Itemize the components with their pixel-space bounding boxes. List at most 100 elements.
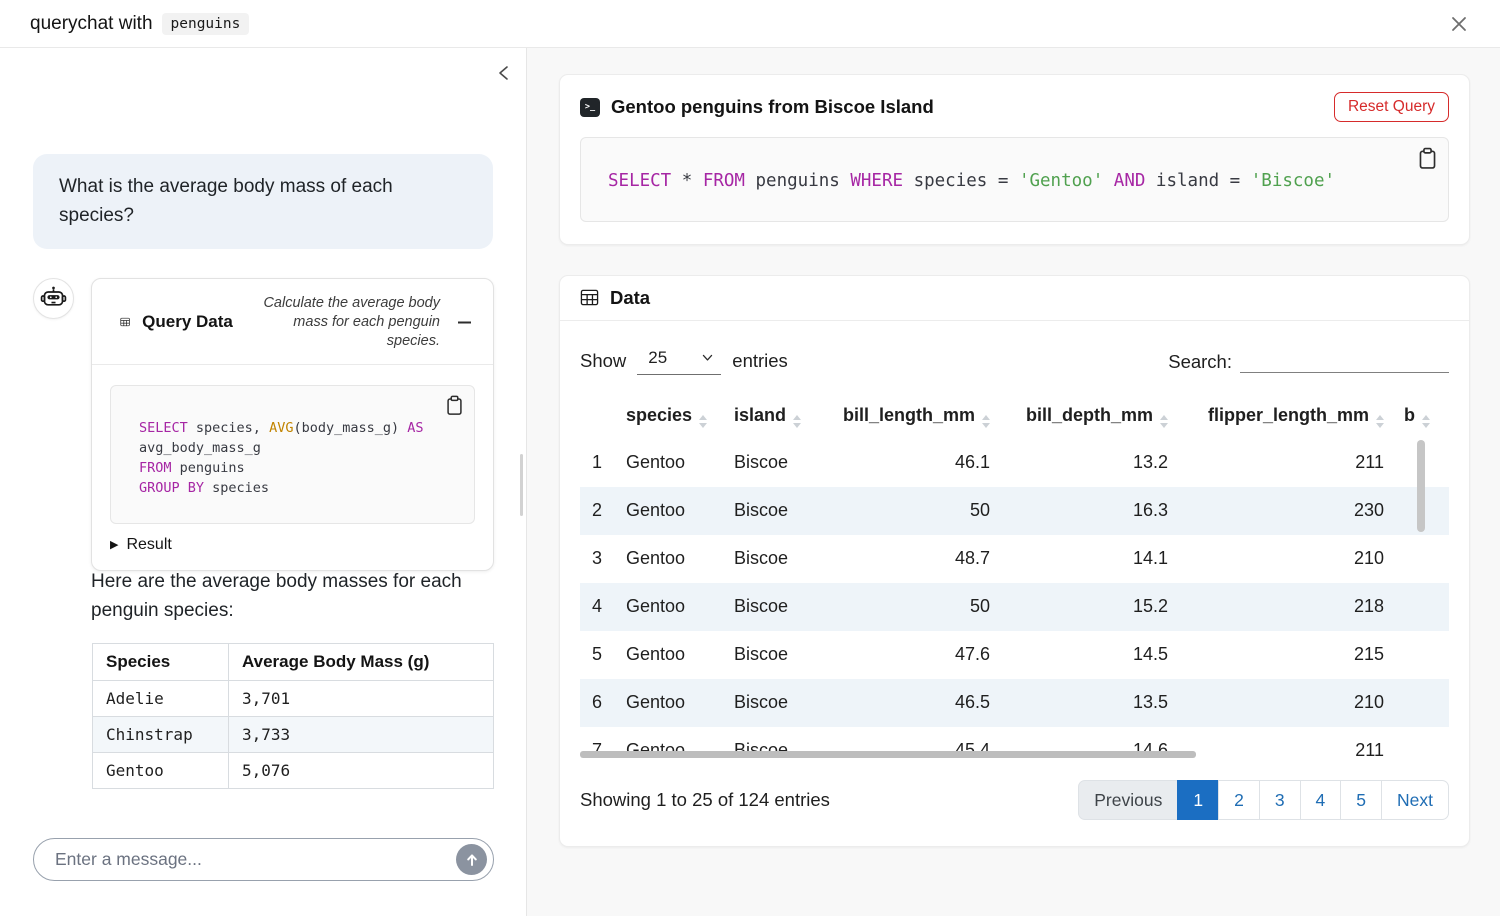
result-label: Result bbox=[126, 535, 172, 553]
sidebar-collapse-icon[interactable] bbox=[494, 62, 514, 84]
tool-card-body: SELECT species, AVG(body_mass_g) AS avg_… bbox=[92, 365, 493, 570]
column-header-bill_depth_mm[interactable]: bill_depth_mm bbox=[1000, 399, 1178, 439]
table-row: 3 Gentoo Biscoe 48.7 14.1 210 bbox=[580, 535, 1449, 583]
data-card: Data Show 25 entries Search: bbox=[559, 274, 1470, 848]
result-cell: 3,733 bbox=[228, 716, 494, 753]
expand-arrow-icon: ▶ bbox=[110, 539, 119, 552]
column-header-flipper_length_mm[interactable]: flipper_length_mm bbox=[1178, 399, 1394, 439]
pagination-page-3[interactable]: 3 bbox=[1258, 779, 1301, 821]
column-header-bill_length_mm[interactable]: bill_length_mm bbox=[824, 399, 1000, 439]
pagination-page-5[interactable]: 5 bbox=[1340, 779, 1383, 821]
table-cell: 50 bbox=[969, 596, 990, 616]
sort-icon[interactable] bbox=[793, 415, 802, 428]
column-header-species[interactable]: species bbox=[616, 399, 724, 439]
result-cell: Adelie bbox=[92, 680, 229, 717]
page-size-value: 25 bbox=[648, 347, 668, 367]
sql-code: SELECT * FROM penguins WHERE species = '… bbox=[608, 171, 1336, 191]
table-cell: 46.1 bbox=[954, 452, 990, 472]
result-row: Gentoo 5,076 bbox=[92, 752, 494, 789]
assistant-message: Query Data Calculate the average body ma… bbox=[33, 278, 494, 571]
table-cell: 46.5 bbox=[954, 692, 990, 712]
current-query-card: >_ Gentoo penguins from Biscoe Island Re… bbox=[559, 74, 1470, 245]
table-footer: Showing 1 to 25 of 124 entries Previous 1… bbox=[560, 759, 1469, 847]
table-cell: 211 bbox=[1355, 740, 1384, 759]
table-cell: 13.2 bbox=[1132, 452, 1168, 472]
message-input[interactable] bbox=[55, 849, 456, 870]
table-cell bbox=[1394, 631, 1449, 679]
pagination-page-1[interactable]: 1 bbox=[1177, 779, 1220, 821]
pagination-previous[interactable]: Previous bbox=[1078, 779, 1179, 821]
sort-icon[interactable] bbox=[1160, 415, 1168, 428]
table-cell: Gentoo bbox=[626, 692, 686, 712]
terminal-icon: >_ bbox=[580, 97, 600, 117]
table-cell bbox=[1394, 679, 1449, 727]
result-summary-table: Species Average Body Mass (g) Adelie 3,70… bbox=[92, 643, 494, 789]
sort-icon[interactable] bbox=[699, 415, 708, 428]
copy-icon[interactable] bbox=[1417, 147, 1438, 170]
table-cell: 3 bbox=[592, 548, 603, 568]
column-header-avg-mass: Average Body Mass (g) bbox=[228, 643, 494, 681]
table-row: 2 Gentoo Biscoe 50 16.3 230 bbox=[580, 486, 1449, 535]
pagination-next[interactable]: Next bbox=[1381, 779, 1449, 821]
sort-icon[interactable] bbox=[982, 415, 990, 428]
entries-label: entries bbox=[732, 349, 788, 371]
column-header-rownum bbox=[580, 399, 616, 439]
data-card-header: Data bbox=[560, 276, 1469, 321]
horizontal-scrollbar[interactable] bbox=[580, 750, 1196, 758]
sort-icon[interactable] bbox=[1376, 415, 1384, 428]
result-cell: Chinstrap bbox=[92, 716, 229, 753]
pagination-page-4[interactable]: 4 bbox=[1299, 779, 1342, 821]
table-cell: Gentoo bbox=[626, 548, 686, 568]
copy-icon[interactable] bbox=[445, 395, 464, 416]
app-title: querychat with penguins bbox=[30, 12, 250, 35]
column-header-b[interactable]: b bbox=[1394, 399, 1449, 439]
column-label: b bbox=[1404, 405, 1415, 425]
tool-card-header: Query Data Calculate the average body ma… bbox=[92, 279, 493, 365]
table-cell bbox=[1394, 583, 1449, 631]
reset-query-button[interactable]: Reset Query bbox=[1333, 92, 1449, 122]
query-card-header: >_ Gentoo penguins from Biscoe Island Re… bbox=[560, 75, 1469, 137]
column-label: species bbox=[626, 405, 693, 425]
search-input[interactable] bbox=[1240, 346, 1449, 373]
table-cell: 13.5 bbox=[1132, 692, 1168, 712]
sort-icon[interactable] bbox=[1422, 415, 1430, 428]
result-row: Adelie 3,701 bbox=[92, 680, 494, 717]
sidebar-resize-handle[interactable] bbox=[520, 454, 523, 516]
table-cell: 14.1 bbox=[1132, 548, 1168, 568]
chat-input-container bbox=[33, 838, 494, 881]
table-cell: Biscoe bbox=[734, 500, 789, 520]
robot-avatar bbox=[33, 278, 74, 319]
table-cell bbox=[1394, 535, 1449, 583]
table-icon bbox=[120, 318, 130, 327]
result-toggle[interactable]: ▶ Result bbox=[110, 536, 475, 554]
table-cell: 4 bbox=[592, 596, 603, 616]
tool-call-card: Query Data Calculate the average body ma… bbox=[91, 278, 494, 571]
close-icon[interactable] bbox=[1444, 9, 1474, 39]
table-row: 1 Gentoo Biscoe 46.1 13.2 211 bbox=[580, 439, 1449, 487]
result-row: Chinstrap 3,733 bbox=[92, 716, 494, 753]
top-bar: querychat with penguins bbox=[0, 0, 1500, 48]
table-cell: Biscoe bbox=[734, 452, 789, 472]
result-cell: Gentoo bbox=[92, 752, 229, 789]
assistant-answer-text: Here are the average body masses for eac… bbox=[91, 571, 462, 622]
page-length-control: Show 25 entries bbox=[580, 347, 788, 375]
collapse-minus-icon[interactable] bbox=[452, 312, 477, 333]
column-header-species: Species bbox=[92, 643, 229, 681]
pagination-page-2[interactable]: 2 bbox=[1218, 779, 1260, 821]
table-cell bbox=[1394, 727, 1449, 759]
tool-title: Query Data bbox=[142, 312, 233, 332]
page-size-select[interactable]: 25 bbox=[637, 347, 722, 375]
table-row: 4 Gentoo Biscoe 50 15.2 218 bbox=[580, 582, 1449, 631]
table-row: 5 Gentoo Biscoe 47.6 14.5 215 bbox=[580, 631, 1449, 679]
table-cell: 48.7 bbox=[954, 548, 990, 568]
table-cell: Biscoe bbox=[734, 644, 789, 664]
arrow-up-icon bbox=[466, 853, 477, 866]
table-cell: 6 bbox=[592, 692, 603, 712]
column-header-island[interactable]: island bbox=[724, 399, 824, 439]
pagination: Previous 1 2 3 4 5 Next bbox=[1078, 779, 1449, 821]
send-button[interactable] bbox=[456, 844, 487, 875]
vertical-scrollbar[interactable] bbox=[1417, 439, 1425, 532]
app-title-text: querychat with bbox=[30, 12, 153, 34]
main-panel: >_ Gentoo penguins from Biscoe Island Re… bbox=[527, 48, 1500, 916]
table-cell: 50 bbox=[969, 500, 990, 520]
